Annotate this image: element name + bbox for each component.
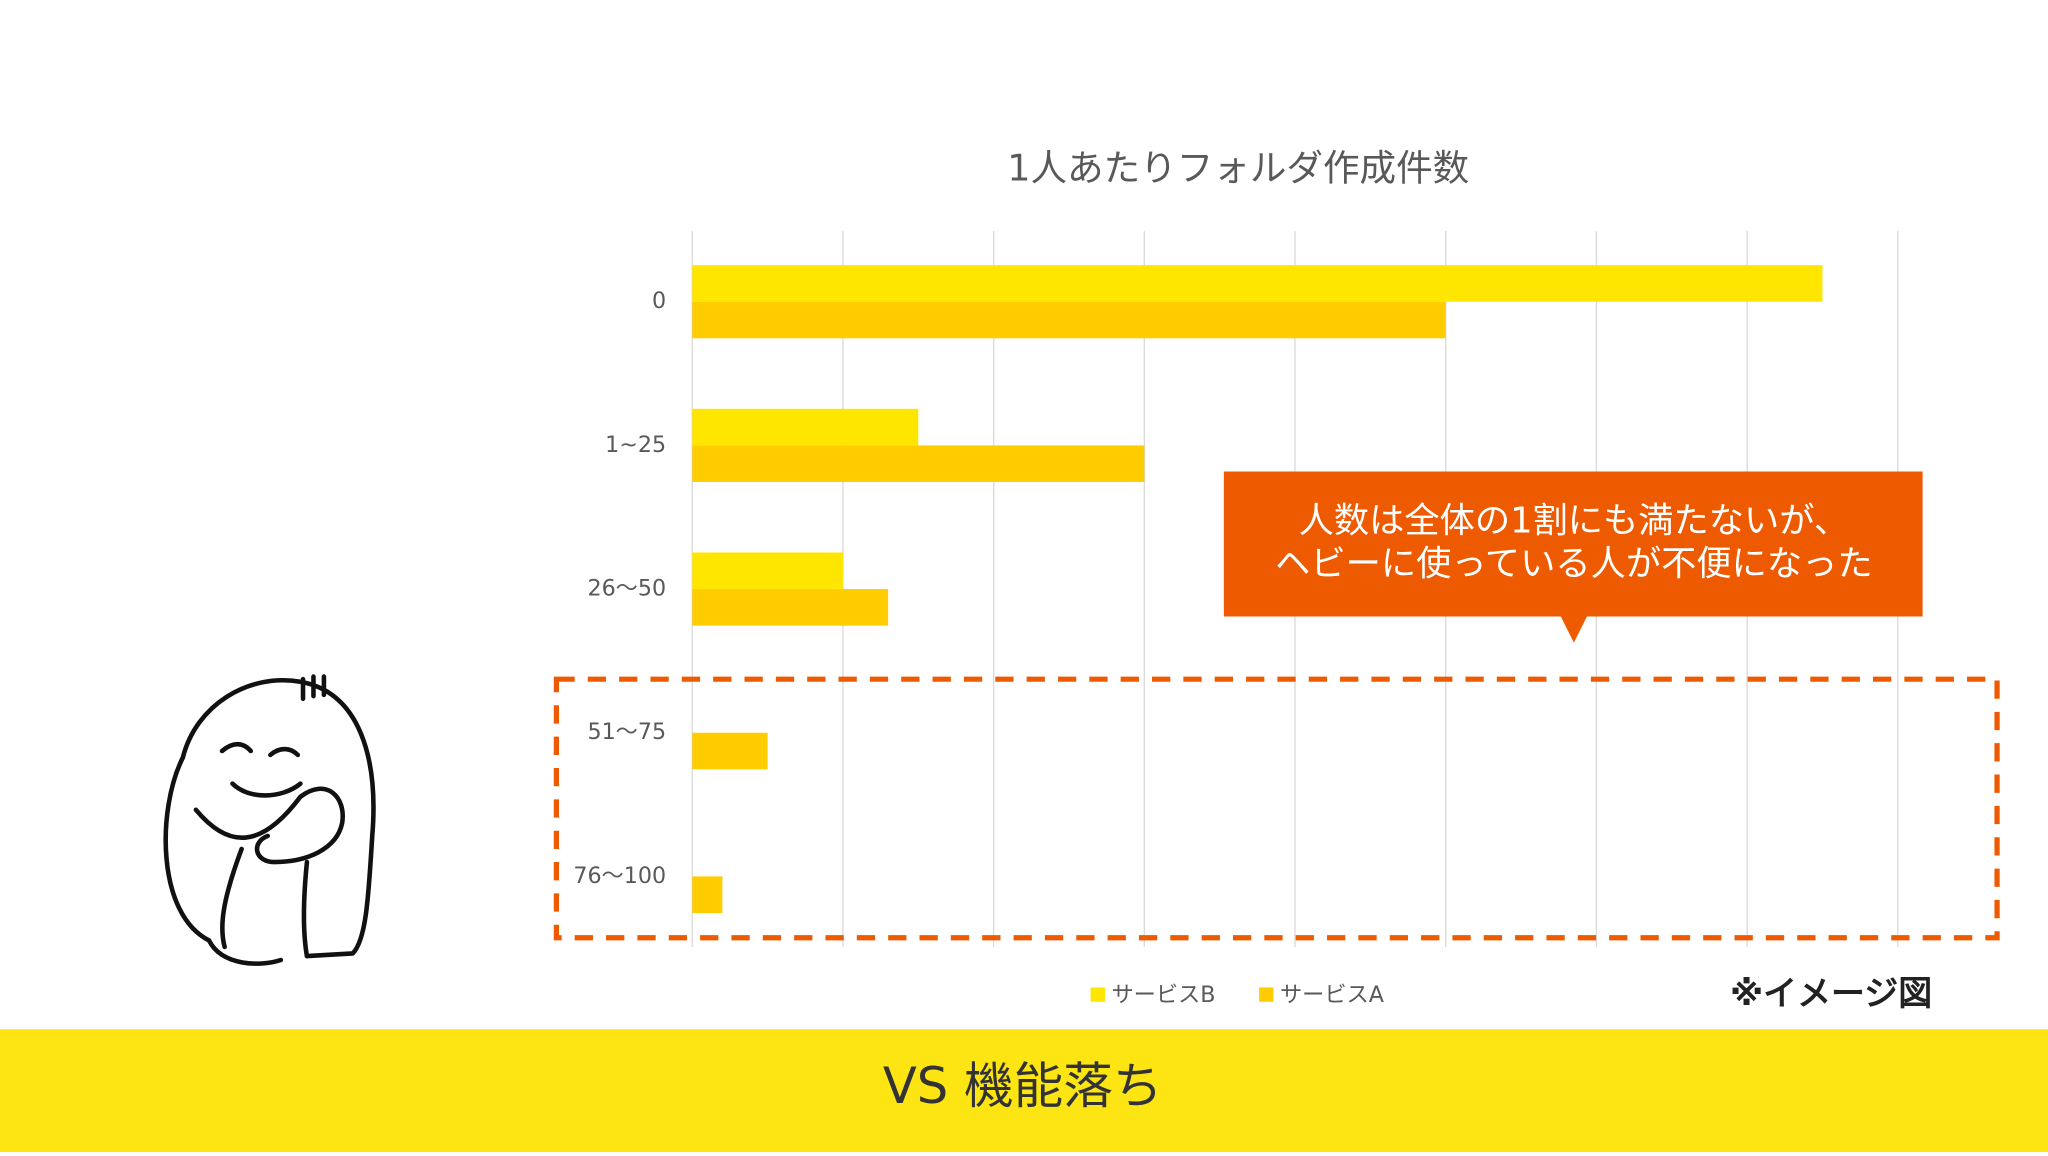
bar	[692, 552, 843, 590]
banner-text: VS 機能落ち	[883, 1057, 1163, 1115]
banner	[0, 1029, 2048, 1152]
bar	[692, 408, 919, 446]
callout-line: ヘビーに使っている人が不便になった	[1275, 544, 1873, 585]
bar	[692, 732, 768, 770]
y-tick-label: 1~25	[605, 432, 666, 458]
bar	[692, 265, 1823, 302]
callout-box	[1223, 471, 1923, 617]
chart-title: 1人あたりフォルダ作成件数	[1007, 146, 1469, 189]
highlight-box	[553, 676, 2000, 941]
legend-swatch	[1259, 987, 1274, 1002]
callout-line: 人数は全体の1割にも満たないが、	[1299, 500, 1849, 541]
plot: 0 1~25 26〜50 51〜75 76〜100 サービスB サービスA	[573, 231, 1899, 1008]
doodle	[163, 674, 376, 966]
bar	[692, 301, 1446, 339]
y-tick-label: 0	[652, 288, 666, 314]
legend-label: サービスA	[1280, 982, 1384, 1008]
legend-label: サービスB	[1112, 982, 1216, 1008]
y-tick-label: 26〜50	[587, 576, 666, 602]
y-tick-label: 76〜100	[573, 863, 666, 889]
y-tick-label: 51〜75	[587, 719, 666, 745]
callout-pointer	[1560, 616, 1587, 643]
bar	[692, 876, 723, 913]
bar	[692, 445, 1145, 482]
bar	[692, 589, 889, 626]
legend-swatch	[1090, 987, 1105, 1002]
note: ※イメージ図	[1730, 974, 1932, 1014]
